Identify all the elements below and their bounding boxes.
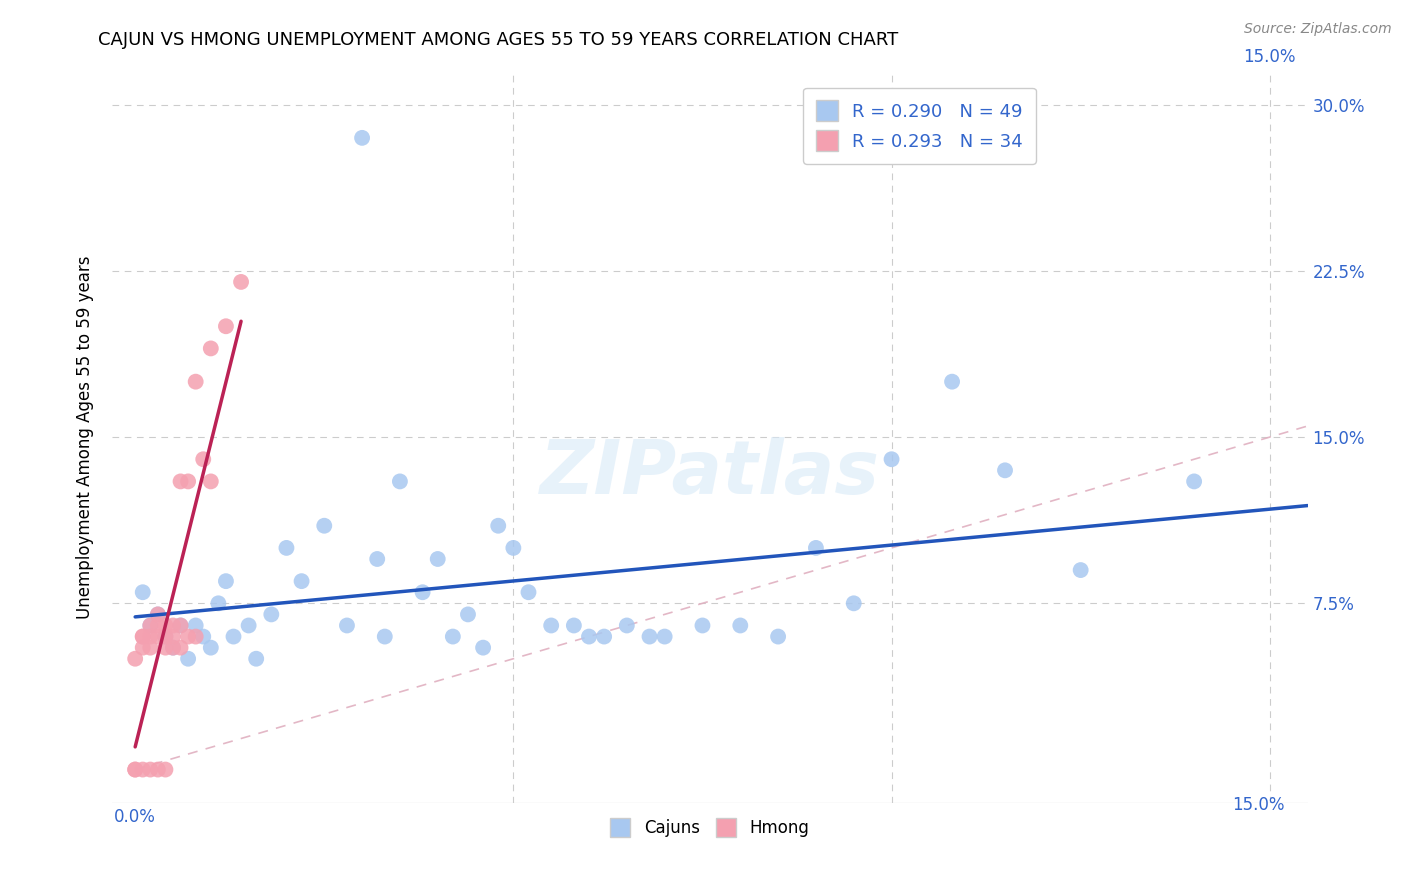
Point xyxy=(139,618,162,632)
Point xyxy=(132,630,155,644)
Point xyxy=(146,607,169,622)
Point xyxy=(124,651,146,665)
Text: ZIPatlas: ZIPatlas xyxy=(540,437,880,510)
Point xyxy=(207,596,229,610)
Point xyxy=(155,640,177,655)
Point xyxy=(616,618,638,632)
Point xyxy=(200,475,222,489)
Point xyxy=(132,585,155,599)
Point xyxy=(804,541,827,555)
Point xyxy=(290,574,312,589)
Y-axis label: Unemployment Among Ages 55 to 59 years: Unemployment Among Ages 55 to 59 years xyxy=(76,255,94,619)
Point xyxy=(994,463,1017,477)
Point xyxy=(260,607,283,622)
Point xyxy=(132,640,155,655)
Point xyxy=(366,552,388,566)
Point xyxy=(842,596,865,610)
Point xyxy=(215,574,238,589)
Point xyxy=(692,618,714,632)
Point xyxy=(169,475,191,489)
Point xyxy=(457,607,479,622)
Point xyxy=(388,475,411,489)
Point xyxy=(654,630,676,644)
Point xyxy=(155,630,177,644)
Point xyxy=(880,452,903,467)
Point xyxy=(169,618,191,632)
Point xyxy=(215,319,238,334)
Point xyxy=(638,630,661,644)
Point xyxy=(374,630,396,644)
Point xyxy=(352,131,374,145)
Point xyxy=(169,618,191,632)
Point xyxy=(184,375,207,389)
Point xyxy=(245,651,267,665)
Point xyxy=(155,618,177,632)
Point xyxy=(146,763,169,777)
Point xyxy=(146,618,169,632)
Point xyxy=(139,763,162,777)
Point xyxy=(502,541,524,555)
Point xyxy=(139,630,162,644)
Point xyxy=(177,475,200,489)
Point xyxy=(162,618,184,632)
Text: 15.0%: 15.0% xyxy=(1233,797,1285,814)
Point xyxy=(426,552,449,566)
Point xyxy=(578,630,600,644)
Point xyxy=(155,630,177,644)
Point xyxy=(336,618,359,632)
Point xyxy=(730,618,752,632)
Point xyxy=(177,651,200,665)
Point xyxy=(517,585,540,599)
Point xyxy=(276,541,298,555)
Point xyxy=(146,630,169,644)
Point xyxy=(486,518,509,533)
Point xyxy=(162,640,184,655)
Point xyxy=(593,630,616,644)
Point xyxy=(1182,475,1205,489)
Point xyxy=(124,763,146,777)
Text: CAJUN VS HMONG UNEMPLOYMENT AMONG AGES 55 TO 59 YEARS CORRELATION CHART: CAJUN VS HMONG UNEMPLOYMENT AMONG AGES 5… xyxy=(98,31,898,49)
Point xyxy=(139,618,162,632)
Text: Source: ZipAtlas.com: Source: ZipAtlas.com xyxy=(1244,22,1392,37)
Point xyxy=(177,630,200,644)
Point xyxy=(472,640,495,655)
Point xyxy=(184,618,207,632)
Point xyxy=(222,630,245,644)
Point xyxy=(200,640,222,655)
Point xyxy=(412,585,434,599)
Point xyxy=(132,763,155,777)
Point xyxy=(562,618,585,632)
Point xyxy=(200,342,222,356)
Point xyxy=(146,607,169,622)
Point xyxy=(193,630,215,644)
Point xyxy=(229,275,252,289)
Point xyxy=(314,518,336,533)
Point xyxy=(238,618,260,632)
Point xyxy=(1070,563,1092,577)
Point xyxy=(441,630,464,644)
Point xyxy=(941,375,963,389)
Point xyxy=(132,630,155,644)
Point xyxy=(193,452,215,467)
Point xyxy=(139,640,162,655)
Point xyxy=(766,630,789,644)
Point xyxy=(155,763,177,777)
Point xyxy=(162,640,184,655)
Point xyxy=(169,640,191,655)
Point xyxy=(162,630,184,644)
Point xyxy=(184,630,207,644)
Point xyxy=(540,618,562,632)
Point xyxy=(124,763,146,777)
Legend: Cajuns, Hmong: Cajuns, Hmong xyxy=(602,810,818,846)
